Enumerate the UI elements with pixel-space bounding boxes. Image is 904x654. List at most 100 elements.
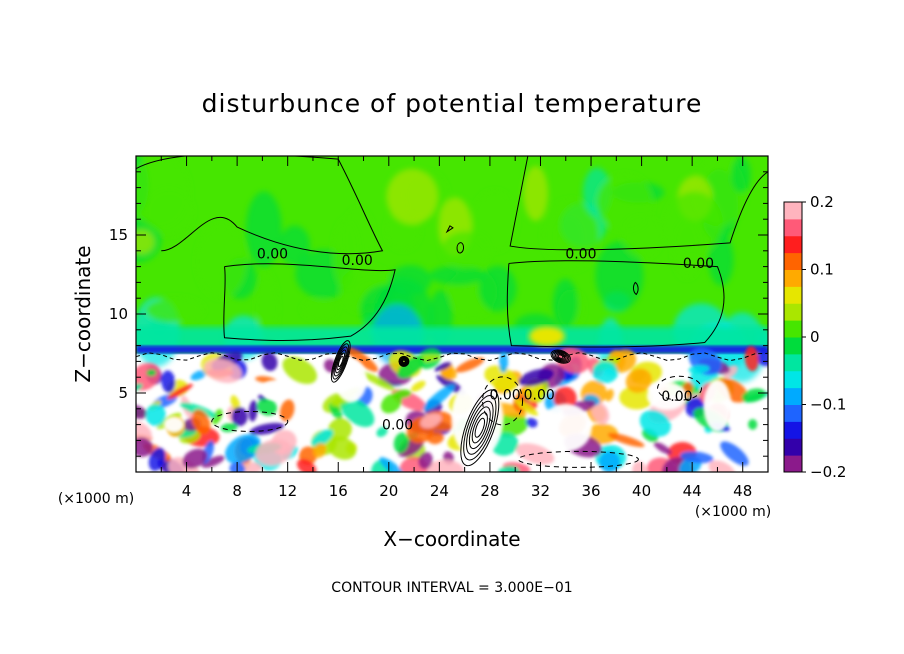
y-axis-title: Z−coordinate — [71, 245, 95, 382]
contour-line — [399, 357, 408, 366]
heatmap-field — [136, 156, 768, 472]
field-cell — [523, 166, 549, 221]
colorbar-tick-label: 0 — [810, 328, 820, 346]
field-cell — [639, 409, 671, 437]
x-tick-label: 8 — [232, 482, 242, 500]
colorbar-swatch — [784, 337, 802, 355]
x-axis: 4 8 12 16 20 24 28 32 36 40 44 48 — [160, 156, 752, 500]
field-cell — [296, 459, 317, 472]
field-cell — [328, 402, 343, 420]
field-cell — [744, 345, 759, 372]
field-cell — [220, 422, 238, 433]
contour-line — [332, 343, 350, 380]
contour-label: 0.00 — [565, 247, 596, 263]
field-cell — [688, 364, 710, 374]
field-cell — [708, 233, 734, 286]
field-cell — [426, 459, 464, 472]
colorbar-swatch — [784, 438, 802, 456]
field-cell — [518, 368, 554, 387]
contour-label: 0.00 — [524, 387, 555, 403]
field-cell — [599, 451, 621, 472]
colorbar: 0.2 0.1 0 −0.1 −0.2 — [783, 193, 846, 481]
x-tick-label: 16 — [329, 482, 348, 500]
field-cell — [621, 215, 662, 258]
field-cell — [619, 386, 654, 410]
field-cell — [196, 225, 247, 298]
field-cell — [484, 365, 518, 392]
contour-line — [466, 400, 494, 455]
field-cell — [245, 191, 282, 268]
contour-line — [550, 349, 571, 364]
field-cell — [261, 379, 290, 400]
field-cell — [224, 434, 261, 464]
field-cell — [514, 399, 538, 416]
field-cell — [327, 436, 357, 460]
contour-label: 0.00 — [342, 253, 373, 269]
field-cell — [703, 379, 732, 432]
x-tick-label: 44 — [683, 482, 702, 500]
field-cell — [327, 418, 352, 441]
x-tick-label: 32 — [531, 482, 550, 500]
colorbar-swatch — [784, 235, 802, 254]
field-cell — [302, 298, 338, 320]
contour-interval-note: CONTOUR INTERVAL = 3.000E−01 — [331, 580, 572, 596]
field-cell — [255, 439, 293, 466]
field-cell — [312, 443, 327, 458]
y-tick-label: 10 — [109, 305, 128, 323]
x-tick-label: 28 — [480, 482, 499, 500]
x-tick-label: 12 — [278, 482, 297, 500]
contour-line — [553, 351, 568, 362]
y-tick-label: 15 — [109, 226, 128, 244]
colorbar-swatch — [784, 353, 802, 372]
field-cell — [282, 356, 318, 385]
field-cell — [553, 386, 577, 410]
contour-line — [401, 358, 407, 364]
field-cell — [311, 429, 334, 447]
field-cell — [203, 358, 242, 383]
contour-line — [333, 346, 348, 377]
field-cell — [679, 451, 714, 464]
field-cell — [472, 190, 517, 251]
colorbar-swatch — [784, 404, 802, 422]
colorbar-swatch — [784, 303, 802, 321]
field-cell — [393, 432, 409, 454]
field-cell — [434, 362, 452, 372]
contour-label: 0.00 — [257, 247, 288, 263]
field-cell — [515, 443, 555, 465]
field-cell — [334, 358, 367, 403]
contour-line — [445, 225, 454, 234]
field-cell — [455, 357, 485, 373]
contour-line-dashed — [517, 450, 639, 468]
x-tick-label: 36 — [581, 482, 600, 500]
field-cell — [653, 442, 672, 455]
contour-line — [460, 389, 500, 467]
field-cell — [731, 156, 751, 194]
field-cell — [423, 384, 455, 411]
contour-line — [223, 263, 396, 341]
field-cell — [708, 460, 736, 472]
field-cell — [397, 355, 425, 379]
contour-line — [474, 417, 486, 438]
y-axis: 5 10 15 — [109, 171, 768, 457]
contour-line — [398, 355, 410, 367]
x-tick-label: 24 — [430, 482, 449, 500]
field-cell — [347, 347, 379, 372]
plot-area — [136, 156, 768, 472]
field-cell — [411, 380, 426, 392]
y-tick-label: 5 — [118, 384, 128, 402]
field-cell — [148, 447, 166, 471]
contour-label-group: 0.00 0.00 0.000.000.000.000.000.00 — [257, 247, 714, 434]
field-cell — [146, 369, 157, 377]
x-unit-label-right: (×1000 m) — [695, 504, 771, 520]
field-cell — [720, 441, 749, 466]
x-unit-label-left: (×1000 m) — [58, 491, 134, 507]
contour-line-dashed — [211, 410, 289, 432]
chart-title: disturbunce of potential temperature — [202, 89, 703, 118]
contour-line — [632, 281, 639, 296]
x-tick-label: 40 — [632, 482, 651, 500]
contour-line — [400, 358, 408, 365]
contour-line — [336, 352, 346, 371]
field-cell — [646, 382, 687, 411]
field-cell — [429, 265, 486, 285]
